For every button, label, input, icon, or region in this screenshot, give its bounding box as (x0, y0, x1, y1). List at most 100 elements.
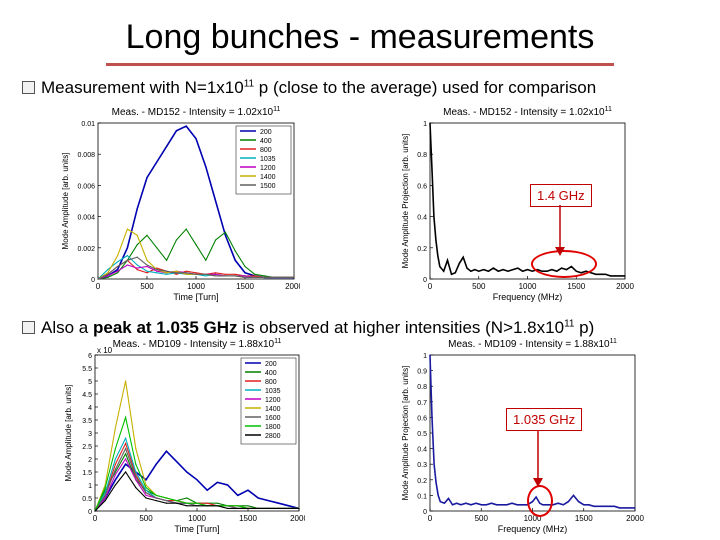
y-tick-label: 0.4 (417, 447, 427, 454)
data-point (278, 502, 280, 504)
data-point (126, 247, 128, 249)
data-point (460, 504, 462, 506)
bullet-2-text-mid: is observed at higher intensities (N>1.8… (237, 318, 565, 337)
data-point (146, 272, 148, 274)
y-tick-label: 4 (88, 405, 92, 412)
data-point (104, 500, 106, 502)
data-point (598, 505, 600, 507)
legend-label: 1800 (265, 424, 281, 431)
x-tick-label: 0 (428, 282, 433, 291)
data-point (145, 489, 147, 491)
data-point (175, 130, 177, 132)
data-point (244, 276, 246, 279)
data-point (156, 269, 158, 271)
data-point (257, 507, 259, 509)
data-point (196, 505, 198, 507)
highlight-ellipse-1400 (531, 250, 597, 278)
data-point (604, 273, 607, 275)
data-point (175, 270, 177, 272)
data-point (205, 166, 207, 168)
data-point (562, 504, 564, 506)
data-point (456, 502, 458, 504)
data-point (458, 262, 460, 264)
bullet-1-text-end: p (close to the average) used for compar… (254, 78, 597, 97)
data-point (507, 270, 509, 272)
data-point (224, 273, 226, 275)
data-point (433, 463, 435, 465)
y-tick-label: 6 (88, 353, 92, 360)
data-point (206, 502, 208, 504)
data-point (104, 494, 106, 496)
y-tick-label: 0.5 (82, 496, 92, 503)
bullet-2-bold: peak at 1.035 GHz (92, 318, 238, 337)
y-tick-label: 0.5 (417, 431, 427, 438)
legend-label: 400 (260, 138, 272, 145)
annotation-callout-1035: 1.035 GHz (506, 408, 583, 431)
data-point (186, 502, 188, 504)
legend-label: 1200 (265, 397, 281, 404)
data-point (624, 507, 626, 509)
data-point (600, 273, 602, 275)
data-point (470, 270, 472, 272)
data-point (166, 273, 168, 275)
data-point (234, 259, 236, 261)
data-point (136, 269, 138, 271)
chart-title: Meas. - MD152 - Intensity = 1.02x1011 (443, 106, 612, 118)
y-tick-label: 0 (91, 277, 95, 284)
chart-md109-frequency: Meas. - MD109 - Intensity = 1.88x1011 0 50… (401, 338, 644, 534)
x-tick-label: 500 (475, 514, 489, 523)
data-point (126, 228, 128, 230)
data-point (254, 276, 256, 279)
data-point (480, 504, 482, 506)
data-point (237, 505, 239, 507)
y-tick-label: 0.8 (417, 384, 427, 391)
y-axis-label: Mode Amplitude Projection [arb. units] (401, 134, 410, 269)
data-point (578, 501, 580, 503)
data-point (443, 270, 445, 272)
y-tick-label: 2.5 (82, 444, 92, 451)
x-tick-label: 1000 (187, 282, 205, 291)
data-point (244, 272, 246, 274)
y-tick-label: 0.006 (77, 183, 95, 190)
x-tick-label: 2000 (626, 514, 644, 523)
data-point (298, 507, 300, 509)
data-point (224, 234, 226, 236)
data-point (474, 269, 476, 271)
data-point (126, 255, 128, 257)
data-point (462, 256, 464, 258)
data-point (483, 269, 485, 271)
data-point (521, 504, 523, 506)
y-axis-label: Mode Amplitude [arb. units] (61, 153, 70, 250)
data-point (254, 273, 256, 275)
data-point (117, 272, 119, 274)
data-point (215, 273, 217, 275)
legend-label: 400 (265, 370, 277, 377)
data-point (166, 259, 168, 261)
legend-label: 2800 (265, 433, 281, 440)
data-point (205, 273, 207, 275)
data-point (215, 200, 217, 202)
data-point (492, 267, 494, 269)
bullet-1-text: Measurement with N=1x10 (41, 78, 244, 97)
data-point (117, 270, 119, 272)
data-point (94, 510, 96, 512)
data-point (224, 231, 226, 233)
data-point (195, 244, 197, 246)
x-tick-label: 500 (472, 282, 486, 291)
data-point (501, 504, 503, 506)
data-point (613, 505, 616, 507)
data-point (166, 270, 168, 272)
data-point (165, 502, 167, 504)
data-point (155, 494, 157, 496)
data-point (107, 273, 109, 275)
data-point (125, 442, 127, 444)
data-point (135, 471, 137, 473)
data-point (247, 505, 249, 507)
data-point (526, 269, 529, 271)
data-point (206, 505, 208, 507)
data-point (165, 450, 167, 452)
data-point (117, 261, 119, 263)
data-point (185, 272, 187, 274)
data-point (186, 505, 188, 507)
data-point (114, 479, 116, 481)
